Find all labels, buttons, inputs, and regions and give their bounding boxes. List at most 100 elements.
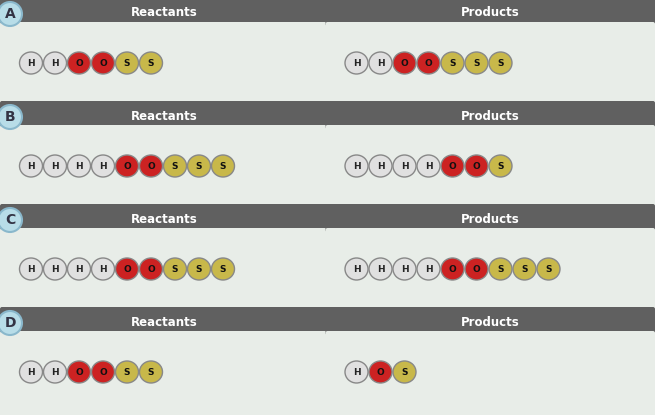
Ellipse shape [67, 361, 90, 383]
Ellipse shape [115, 361, 138, 383]
Text: S: S [196, 161, 202, 171]
Text: Reactants: Reactants [132, 212, 198, 225]
Text: Products: Products [461, 110, 519, 122]
Text: H: H [51, 161, 59, 171]
Ellipse shape [489, 52, 512, 74]
Text: S: S [148, 368, 154, 376]
Ellipse shape [43, 258, 67, 280]
Text: H: H [377, 59, 384, 68]
Ellipse shape [345, 155, 368, 177]
Ellipse shape [20, 361, 43, 383]
Text: B: B [5, 110, 15, 124]
Text: Reactants: Reactants [132, 315, 198, 329]
Ellipse shape [92, 361, 115, 383]
FancyBboxPatch shape [326, 307, 655, 415]
Text: H: H [377, 264, 384, 273]
Text: O: O [123, 161, 131, 171]
Ellipse shape [20, 258, 43, 280]
Text: O: O [377, 368, 384, 376]
Text: O: O [473, 264, 480, 273]
Text: H: H [377, 161, 384, 171]
Circle shape [0, 208, 22, 232]
Ellipse shape [140, 155, 162, 177]
Ellipse shape [212, 155, 234, 177]
Text: Reactants: Reactants [132, 7, 198, 20]
Text: O: O [424, 59, 432, 68]
Ellipse shape [140, 258, 162, 280]
Text: S: S [196, 264, 202, 273]
FancyBboxPatch shape [326, 228, 655, 314]
Circle shape [0, 105, 22, 129]
Text: H: H [352, 59, 360, 68]
Text: D: D [4, 316, 16, 330]
Ellipse shape [345, 52, 368, 74]
Ellipse shape [164, 155, 187, 177]
Circle shape [0, 2, 22, 26]
Text: O: O [75, 368, 83, 376]
Text: O: O [75, 59, 83, 68]
Ellipse shape [115, 258, 138, 280]
FancyBboxPatch shape [0, 101, 329, 129]
FancyBboxPatch shape [0, 101, 329, 211]
Ellipse shape [140, 52, 162, 74]
FancyBboxPatch shape [0, 0, 329, 26]
Ellipse shape [92, 155, 115, 177]
Ellipse shape [92, 52, 115, 74]
Ellipse shape [20, 52, 43, 74]
Ellipse shape [369, 361, 392, 383]
Text: H: H [424, 264, 432, 273]
Text: S: S [219, 161, 226, 171]
FancyBboxPatch shape [326, 101, 655, 211]
Text: O: O [99, 59, 107, 68]
Text: S: S [474, 59, 479, 68]
Ellipse shape [369, 155, 392, 177]
Text: O: O [449, 264, 457, 273]
Text: Products: Products [461, 7, 519, 20]
Ellipse shape [465, 155, 488, 177]
FancyBboxPatch shape [326, 204, 655, 232]
Text: S: S [124, 368, 130, 376]
Ellipse shape [115, 52, 138, 74]
Text: O: O [401, 59, 408, 68]
Ellipse shape [417, 258, 440, 280]
FancyBboxPatch shape [0, 204, 329, 314]
Text: O: O [147, 161, 155, 171]
Text: H: H [51, 368, 59, 376]
Text: A: A [5, 7, 15, 21]
Ellipse shape [441, 52, 464, 74]
FancyBboxPatch shape [0, 307, 329, 415]
Text: H: H [75, 161, 83, 171]
Ellipse shape [345, 258, 368, 280]
Ellipse shape [489, 258, 512, 280]
Ellipse shape [92, 258, 115, 280]
Ellipse shape [417, 155, 440, 177]
Ellipse shape [164, 258, 187, 280]
Ellipse shape [393, 52, 416, 74]
Text: S: S [124, 59, 130, 68]
Text: S: S [497, 161, 504, 171]
FancyBboxPatch shape [326, 307, 655, 335]
Ellipse shape [489, 155, 512, 177]
Text: H: H [401, 264, 408, 273]
FancyBboxPatch shape [0, 22, 329, 108]
Text: Reactants: Reactants [132, 110, 198, 122]
Text: S: S [497, 264, 504, 273]
Text: H: H [99, 161, 107, 171]
Text: H: H [51, 59, 59, 68]
Ellipse shape [441, 258, 464, 280]
FancyBboxPatch shape [0, 331, 329, 415]
FancyBboxPatch shape [326, 22, 655, 108]
Text: O: O [147, 264, 155, 273]
Text: S: S [545, 264, 552, 273]
Ellipse shape [393, 258, 416, 280]
Ellipse shape [369, 258, 392, 280]
Ellipse shape [115, 155, 138, 177]
Text: H: H [352, 264, 360, 273]
Text: H: H [75, 264, 83, 273]
FancyBboxPatch shape [0, 0, 329, 108]
Text: S: S [449, 59, 456, 68]
Ellipse shape [212, 258, 234, 280]
Ellipse shape [465, 52, 488, 74]
Text: H: H [352, 368, 360, 376]
FancyBboxPatch shape [326, 125, 655, 211]
